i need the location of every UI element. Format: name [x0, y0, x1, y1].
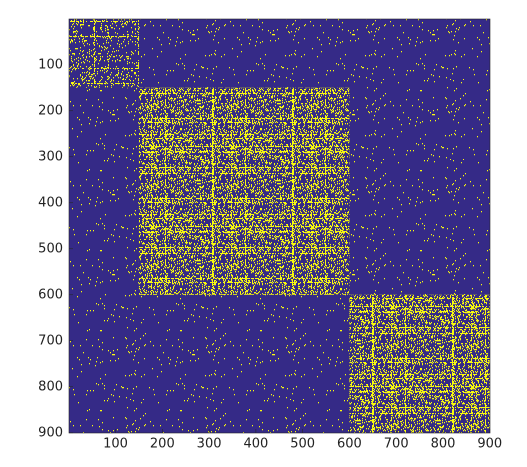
y-tick-label: 700 [38, 333, 63, 348]
x-tick-label: 400 [243, 437, 268, 452]
x-tick-label: 500 [290, 437, 315, 452]
x-tick-label: 900 [477, 437, 502, 452]
x-tick-label: 100 [103, 437, 128, 452]
x-tick-label: 300 [197, 437, 222, 452]
y-tick-label: 300 [38, 149, 63, 164]
y-tick-label: 800 [38, 379, 63, 394]
y-tick-label: 400 [38, 195, 63, 210]
block [349, 294, 490, 433]
axes-box [68, 18, 491, 434]
y-tick-label: 600 [38, 287, 63, 302]
y-tick-label: 500 [38, 241, 63, 256]
block [69, 19, 139, 88]
x-tick-label: 700 [384, 437, 409, 452]
y-tick-label: 200 [38, 103, 63, 118]
y-tick-label: 100 [38, 57, 63, 72]
x-tick-label: 800 [431, 437, 456, 452]
y-tick-label: 900 [38, 425, 63, 440]
x-tick-label: 200 [150, 437, 175, 452]
block [138, 87, 350, 295]
x-tick-label: 600 [337, 437, 362, 452]
